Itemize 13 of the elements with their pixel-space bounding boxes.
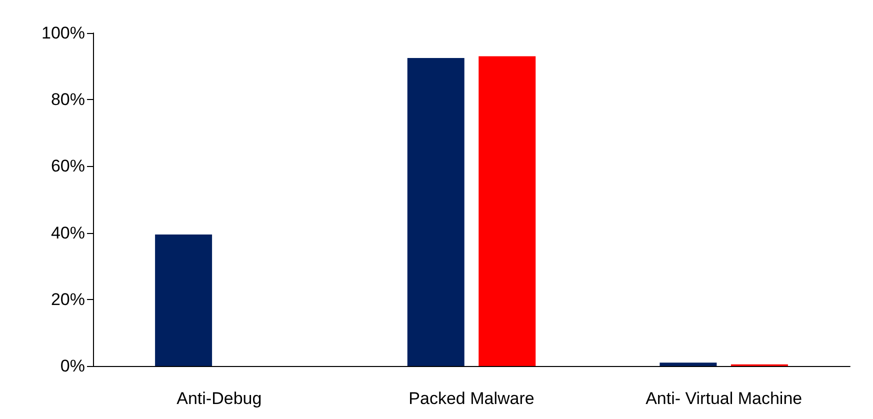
bar: [478, 56, 536, 366]
bar: [155, 234, 212, 366]
y-tick-label: 20%: [50, 290, 85, 309]
y-tick-label: 40%: [50, 223, 85, 242]
y-tick-label: 100%: [42, 24, 85, 42]
y-tick-label: 0%: [60, 356, 85, 376]
bar: [660, 362, 717, 366]
y-tick-label: 60%: [50, 156, 85, 176]
y-tick-label: 80%: [50, 90, 85, 110]
x-tick-label: Anti- Virtual Machine: [646, 389, 802, 408]
bar: [407, 58, 464, 366]
x-tick-label: Packed Malware: [408, 389, 534, 408]
x-tick-label: Anti-Debug: [176, 389, 262, 408]
